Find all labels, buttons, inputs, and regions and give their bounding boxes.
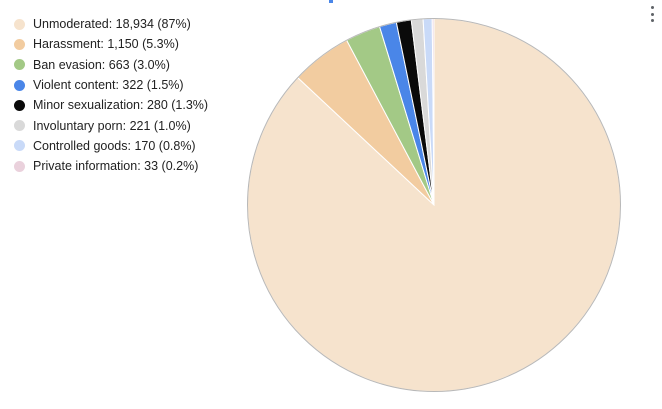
legend-swatch — [14, 160, 25, 172]
legend-swatch — [14, 99, 25, 111]
legend-item[interactable]: Controlled goods: 170 (0.8%) — [14, 136, 208, 156]
legend-item[interactable]: Private information: 33 (0.2%) — [14, 156, 208, 176]
chart-legend: Unmoderated: 18,934 (87%) Harassment: 1,1… — [14, 14, 208, 176]
menu-dot — [650, 6, 654, 9]
legend-label: Private information: 33 (0.2%) — [33, 159, 199, 174]
menu-dot — [650, 12, 654, 16]
more-options-icon[interactable] — [648, 6, 656, 22]
legend-item[interactable]: Ban evasion: 663 (3.0%) — [14, 55, 208, 75]
top-accent-bar — [329, 0, 333, 3]
legend-label: Harassment: 1,150 (5.3%) — [33, 37, 179, 52]
legend-swatch — [14, 79, 25, 91]
legend-swatch — [14, 38, 25, 50]
legend-label: Ban evasion: 663 (3.0%) — [33, 57, 170, 72]
legend-swatch — [14, 140, 25, 152]
legend-swatch — [14, 59, 25, 71]
legend-item[interactable]: Minor sexualization: 280 (1.3%) — [14, 95, 208, 115]
menu-dot — [650, 19, 654, 22]
legend-swatch — [14, 120, 25, 132]
legend-swatch — [14, 18, 25, 30]
legend-item[interactable]: Harassment: 1,150 (5.3%) — [14, 34, 208, 54]
legend-label: Violent content: 322 (1.5%) — [33, 78, 184, 93]
legend-item[interactable]: Unmoderated: 18,934 (87%) — [14, 14, 208, 34]
legend-label: Minor sexualization: 280 (1.3%) — [33, 98, 209, 113]
legend-label: Involuntary porn: 221 (1.0%) — [33, 118, 191, 133]
legend-label: Controlled goods: 170 (0.8%) — [33, 138, 196, 153]
pie-outline — [247, 18, 621, 392]
legend-item[interactable]: Violent content: 322 (1.5%) — [14, 75, 208, 95]
legend-label: Unmoderated: 18,934 (87%) — [33, 17, 191, 32]
legend-item[interactable]: Involuntary porn: 221 (1.0%) — [14, 115, 208, 135]
